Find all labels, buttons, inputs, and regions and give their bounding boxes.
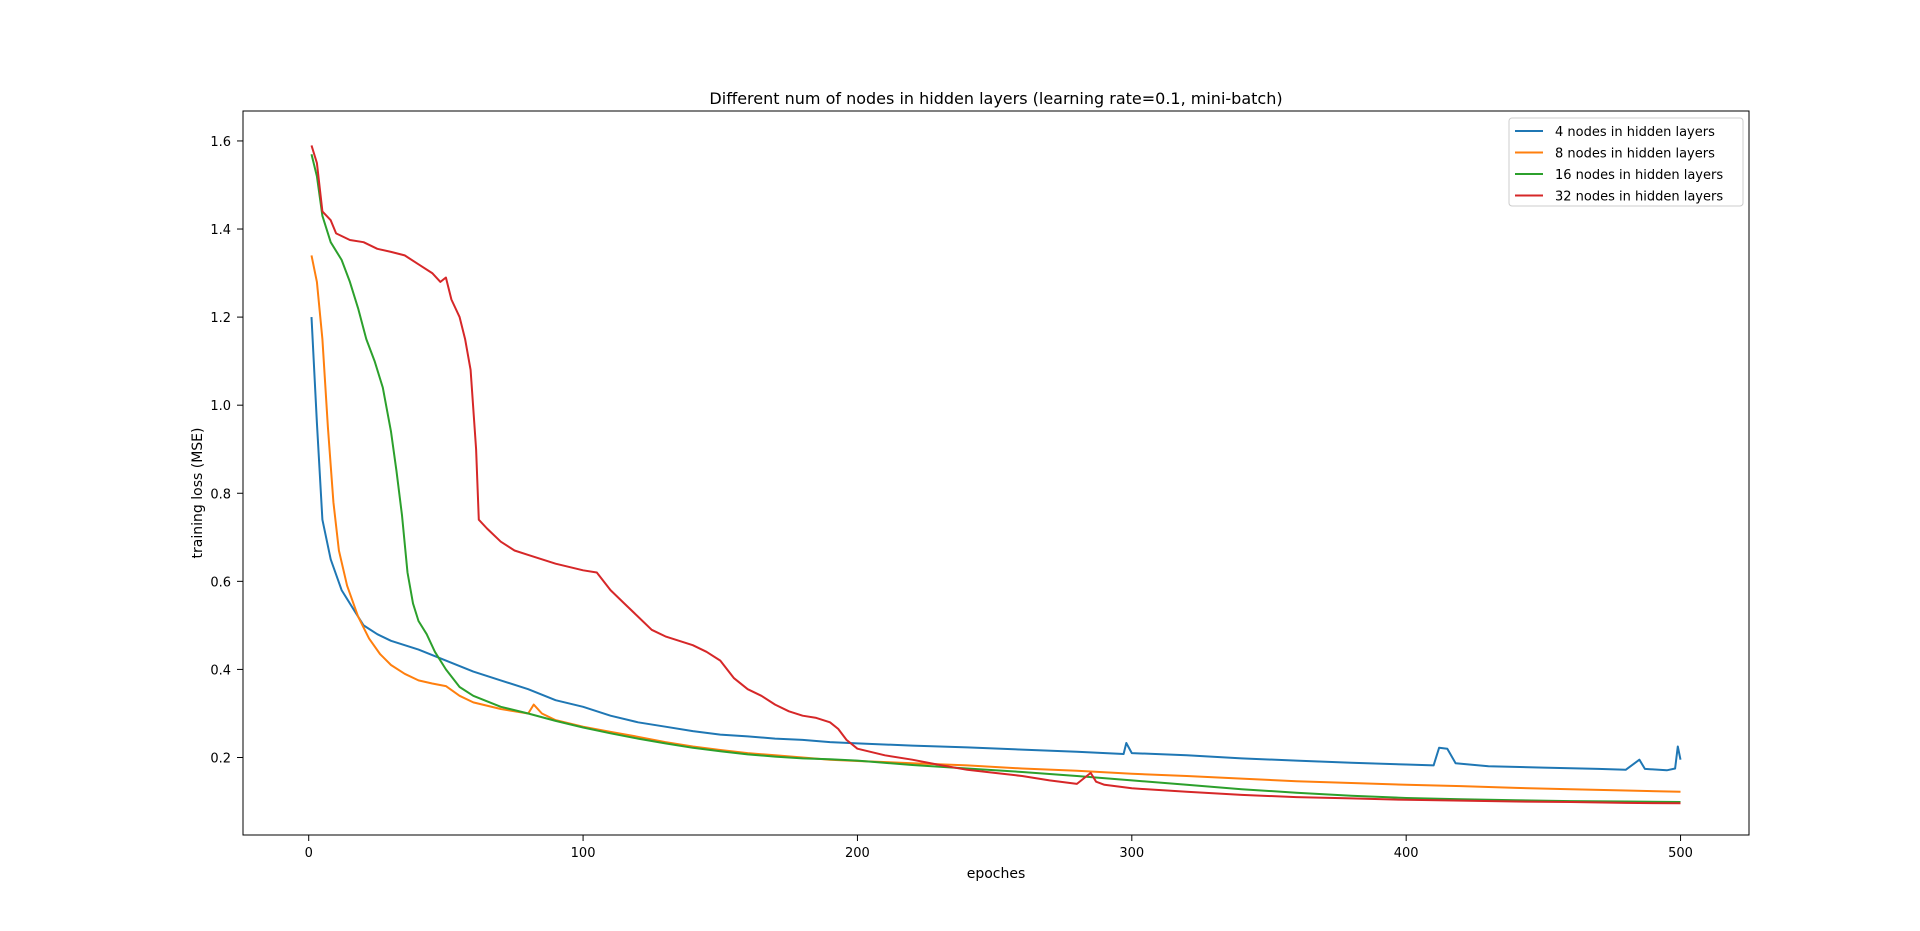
- x-tick-label: 500: [1668, 846, 1693, 861]
- y-tick-label: 0.8: [210, 487, 231, 502]
- legend-label: 32 nodes in hidden layers: [1555, 190, 1723, 205]
- legend-label: 8 nodes in hidden layers: [1555, 147, 1715, 162]
- series-line-1: [310, 317, 1682, 772]
- chart-title: Different num of nodes in hidden layers …: [709, 89, 1282, 108]
- legend-label: 16 nodes in hidden layers: [1555, 168, 1723, 183]
- x-tick-label: 300: [1119, 846, 1144, 861]
- series-line-4: [310, 145, 1681, 805]
- plot-area: 0 100 200 300 400 500 0.2 0.4 0.6 0.8 1.0 1.2 1.4 1.6: [210, 110, 1750, 861]
- legend: 4 nodes in hidden layers 8 nodes in hidde…: [1508, 117, 1744, 207]
- legend-box: [1508, 117, 1744, 207]
- x-tick-label: 400: [1394, 846, 1419, 861]
- plot-frame: [242, 110, 1750, 836]
- series-line-3: [310, 153, 1681, 803]
- y-tick-label: 1.2: [210, 311, 231, 326]
- series-line-2: [310, 255, 1681, 793]
- x-tick-label: 200: [845, 846, 870, 861]
- y-tick-label: 1.6: [210, 135, 231, 150]
- y-tick-label: 1.4: [210, 223, 231, 238]
- x-tick-label: 100: [571, 846, 596, 861]
- x-tick-label: 0: [305, 846, 313, 861]
- x-axis-label: epoches: [967, 866, 1026, 882]
- y-tick-label: 1.0: [210, 399, 231, 414]
- y-tick-label: 0.6: [210, 575, 231, 590]
- y-tick-label: 0.4: [210, 663, 231, 678]
- legend-label: 4 nodes in hidden layers: [1555, 125, 1715, 140]
- y-axis-label: training loss (MSE): [190, 428, 206, 559]
- y-tick-label: 0.2: [210, 751, 231, 766]
